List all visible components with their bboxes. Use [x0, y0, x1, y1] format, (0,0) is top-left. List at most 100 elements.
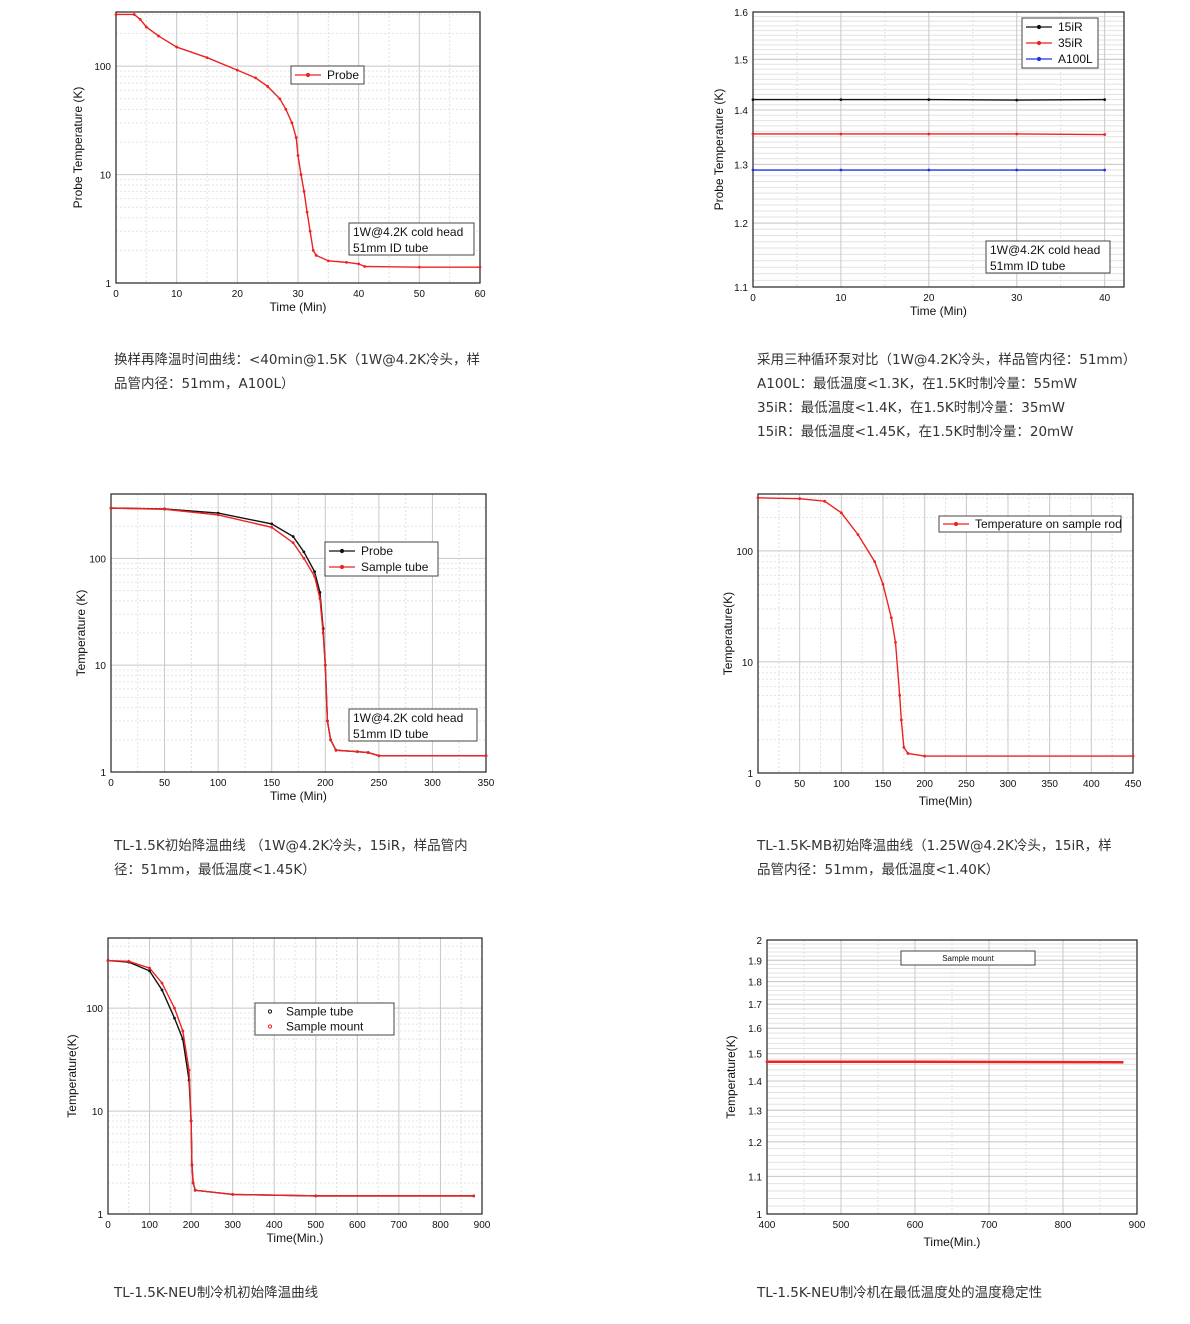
data-point: [913, 1060, 917, 1064]
data-point: [313, 574, 316, 578]
annotation-text: 51mm ID tube: [353, 241, 429, 255]
x-tick-label: 30: [292, 289, 304, 300]
chart-1: 0 10 20 30 40 50 60 1 10 100 Time (Min) Probe Tempe…: [71, 11, 486, 314]
chart-2: 0 10 20 30 40 1.1 1.2 1.3 1.4 1.5 1.6 Time (Min) Pro…: [712, 8, 1125, 318]
y-tick-label: 100: [86, 1004, 103, 1015]
legend-label: Probe: [361, 544, 393, 558]
x-tick-label: 400: [1083, 779, 1100, 790]
y-tick-label: 10: [100, 171, 112, 182]
data-point: [299, 173, 303, 176]
data-point: [278, 97, 282, 101]
x-tick-label: 10: [835, 293, 847, 304]
x-tick-label: 800: [1055, 1220, 1072, 1231]
data-point: [160, 981, 164, 985]
y-tick-label: 1.5: [748, 1050, 762, 1061]
data-point: [366, 751, 370, 754]
x-tick-label: 500: [833, 1220, 850, 1231]
data-point: [270, 522, 274, 526]
x-tick-label: 0: [750, 293, 756, 304]
x-tick-label: 800: [432, 1220, 449, 1231]
legend-marker: [1036, 24, 1042, 30]
x-tick-label: 60: [474, 289, 486, 300]
x-tick-label: 20: [232, 289, 244, 300]
caption-line: 采用三种循环泵对比（1W@4.2K冷头，样品管内径：51mm）: [757, 352, 1137, 368]
x-tick-label: 900: [1129, 1220, 1146, 1231]
y-axis-label: Temperature(K): [724, 1035, 738, 1118]
x-tick-label: 700: [391, 1220, 408, 1231]
plot-frame: [757, 493, 1134, 774]
x-tick-label: 200: [183, 1220, 200, 1231]
data-point: [314, 253, 318, 257]
x-tick-label: 0: [108, 778, 114, 789]
chart-5: 0 100 200 300 400 500 600 700 800 900 1 10 100 Time(M…: [65, 937, 491, 1245]
x-tick-label: 600: [349, 1220, 366, 1231]
x-tick-label: 500: [307, 1220, 324, 1231]
data-point: [927, 168, 931, 172]
data-point: [109, 506, 113, 510]
legend-marker: [339, 564, 345, 570]
annotation-text: 51mm ID tube: [353, 727, 429, 741]
series-line-sample-tube: [107, 959, 474, 1197]
chart-6: 400 500 600 700 800 900 1 1.1 1.2 1.3 1.4 1.5 1.6 1.7…: [724, 936, 1146, 1249]
data-point: [1103, 98, 1107, 101]
data-point: [823, 499, 827, 503]
data-point: [756, 496, 760, 500]
x-tick-label: 150: [875, 779, 892, 790]
y-axis-label: Temperature (K): [74, 590, 88, 677]
series-line-sample-mount: [767, 1060, 1123, 1064]
y-axis-label: Temperature(K): [721, 592, 735, 675]
data-point: [189, 1119, 193, 1123]
annotation-box: [985, 240, 1111, 274]
data-point: [308, 229, 312, 233]
data-point: [906, 752, 910, 755]
y-tick-label: 1.6: [734, 8, 748, 19]
data-point: [326, 719, 329, 723]
data-point: [765, 1060, 769, 1064]
x-tick-label: 50: [159, 778, 171, 789]
y-tick-label: 1.5: [734, 55, 748, 66]
plot-frame: [107, 937, 483, 1215]
data-point: [839, 98, 843, 101]
legend-label: Temperature on sample rod: [975, 517, 1122, 531]
data-point: [231, 1193, 235, 1196]
y-tick-label: 1.3: [748, 1106, 762, 1117]
data-point: [334, 748, 338, 752]
caption-line: 15iR：最低温度<1.45K，在1.5K时制冷量：20mW: [757, 424, 1074, 440]
data-point: [216, 513, 220, 517]
x-axis-label: Time (Min): [270, 789, 327, 803]
x-axis-label: Time (Min): [910, 304, 967, 318]
chart-4: 0 50 100 150 200 250 300 350 400 450 1 10 100 Time(Mi…: [721, 493, 1142, 808]
data-point: [138, 18, 142, 21]
x-tick-label: 300: [1000, 779, 1017, 790]
legend-marker: [1036, 56, 1042, 62]
data-point: [291, 541, 295, 545]
data-point: [148, 969, 151, 973]
x-tick-label: 200: [916, 779, 933, 790]
data-point: [148, 966, 151, 970]
data-point: [157, 34, 160, 38]
legend-label: Probe: [327, 68, 359, 82]
legend-label: 15iR: [1058, 20, 1083, 34]
data-point: [1015, 132, 1019, 136]
data-point: [284, 107, 288, 111]
plot-frame: [110, 493, 487, 773]
data-point: [311, 248, 315, 252]
data-point: [363, 265, 367, 268]
legend-label: 35iR: [1058, 36, 1083, 50]
annotation-box: [348, 222, 475, 256]
x-tick-label: 40: [353, 289, 365, 300]
data-point: [839, 132, 843, 136]
plot-frame: [115, 11, 481, 284]
data-point: [839, 168, 843, 172]
plot-frame: [766, 939, 1138, 1215]
x-tick-label: 600: [907, 1220, 924, 1231]
x-tick-label: 30: [1011, 293, 1023, 304]
data-point: [751, 132, 755, 136]
data-point: [1131, 754, 1135, 758]
data-point: [323, 663, 327, 667]
caption-line: TL-1.5K-NEU制冷机初始降温曲线: [114, 1285, 319, 1301]
x-tick-label: 40: [1099, 293, 1111, 304]
data-point: [173, 1006, 176, 1010]
y-tick-label: 100: [736, 547, 753, 558]
data-point: [927, 98, 931, 101]
